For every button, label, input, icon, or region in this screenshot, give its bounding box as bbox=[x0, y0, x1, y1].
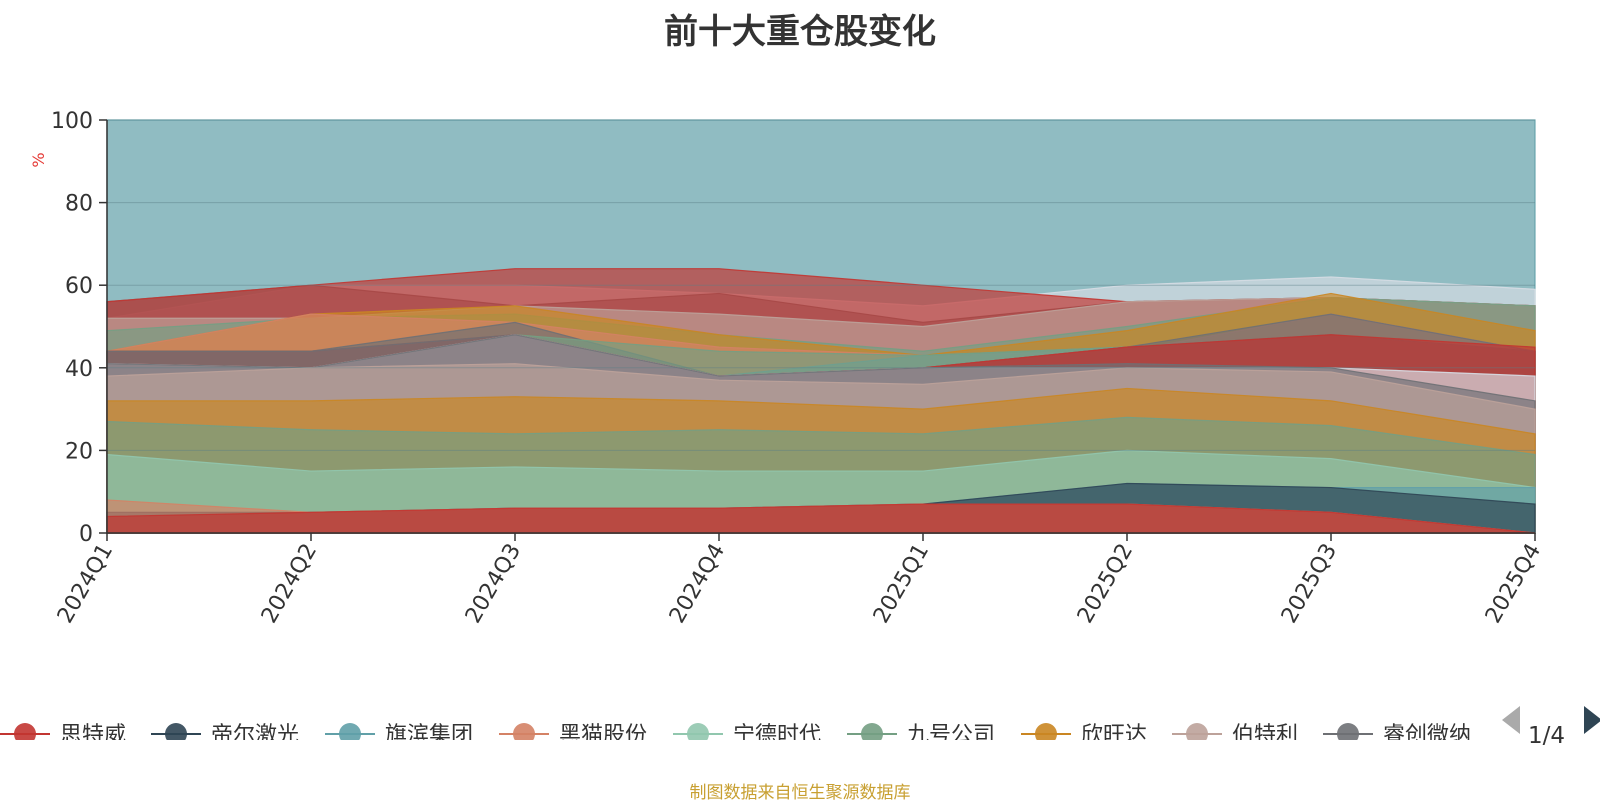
legend-item[interactable]: 睿创微纳 bbox=[1323, 723, 1471, 748]
legend-label: 旗滨集团 bbox=[385, 723, 473, 748]
y-tick-label: 60 bbox=[65, 274, 93, 299]
chart-title: 前十大重仓股变化 bbox=[664, 12, 936, 52]
legend-item[interactable]: 黑猫股份 bbox=[499, 723, 647, 748]
legend-label: 九号公司 bbox=[907, 723, 995, 748]
legend-label: 睿创微纳 bbox=[1383, 723, 1471, 748]
legend-marker-icon bbox=[687, 723, 709, 740]
legend-page-indicator: 1/4 bbox=[1528, 723, 1565, 749]
stacked-areas bbox=[106, 119, 1536, 534]
legend-marker-icon bbox=[14, 723, 36, 740]
legend-pager: 1/4 bbox=[1502, 706, 1600, 749]
legend-item[interactable]: 欣旺达 bbox=[1021, 723, 1147, 748]
y-tick-label: 100 bbox=[51, 109, 93, 134]
y-tick-label: 40 bbox=[65, 357, 93, 382]
legend-label: 宁德时代 bbox=[733, 723, 821, 748]
legend-marker-icon bbox=[1186, 723, 1208, 740]
legend-item[interactable]: 伯特利 bbox=[1172, 723, 1298, 748]
legend-item[interactable]: 思特威 bbox=[0, 723, 126, 748]
legend-prev-arrow-icon[interactable] bbox=[1502, 706, 1520, 734]
legend-marker-icon bbox=[165, 723, 187, 740]
legend-label: 黑猫股份 bbox=[559, 723, 647, 748]
legend: 思特威 帝尔激光 旗滨集团 黑猫股份 宁德时代 九号公司 欣旺达 伯特利 睿创微纳 bbox=[0, 723, 1471, 748]
legend-label: 伯特利 bbox=[1232, 723, 1298, 748]
x-tick-label: 2024Q4 bbox=[665, 540, 730, 628]
y-axis-unit-label: % bbox=[29, 152, 48, 167]
x-tick-label: 2025Q1 bbox=[869, 540, 934, 628]
legend-item[interactable]: 旗滨集团 bbox=[325, 723, 473, 748]
x-tick-label: 2024Q3 bbox=[461, 540, 526, 628]
x-tick-label: 2024Q2 bbox=[257, 540, 322, 628]
legend-item[interactable]: 九号公司 bbox=[847, 723, 995, 748]
legend-next-arrow-icon[interactable] bbox=[1584, 706, 1600, 734]
x-tick-label: 2025Q4 bbox=[1481, 540, 1546, 628]
legend-label: 思特威 bbox=[60, 723, 126, 748]
data-source-footer: 制图数据来自恒生聚源数据库 bbox=[689, 783, 911, 803]
y-tick-label: 80 bbox=[65, 192, 93, 217]
legend-label: 帝尔激光 bbox=[211, 723, 299, 748]
legend-label: 欣旺达 bbox=[1081, 723, 1147, 748]
grid-lines bbox=[107, 119, 1535, 451]
x-tick-label: 2025Q3 bbox=[1277, 540, 1342, 628]
legend-marker-icon bbox=[861, 723, 883, 740]
legend-marker-icon bbox=[1035, 723, 1057, 740]
x-tick-label: 2024Q1 bbox=[53, 540, 118, 628]
y-tick-label: 0 bbox=[79, 522, 93, 547]
legend-items: 思特威 帝尔激光 旗滨集团 黑猫股份 宁德时代 九号公司 欣旺达 伯特利 睿创微纳 bbox=[0, 723, 1471, 748]
legend-item[interactable]: 帝尔激光 bbox=[151, 723, 299, 748]
legend-item[interactable]: 宁德时代 bbox=[673, 723, 821, 748]
x-tick-label: 2025Q2 bbox=[1073, 540, 1138, 628]
y-tick-label: 20 bbox=[65, 439, 93, 464]
legend-marker-icon bbox=[1337, 723, 1359, 740]
legend-marker-icon bbox=[513, 723, 535, 740]
area-layer-23 bbox=[106, 503, 1536, 534]
legend-marker-icon bbox=[339, 723, 361, 740]
